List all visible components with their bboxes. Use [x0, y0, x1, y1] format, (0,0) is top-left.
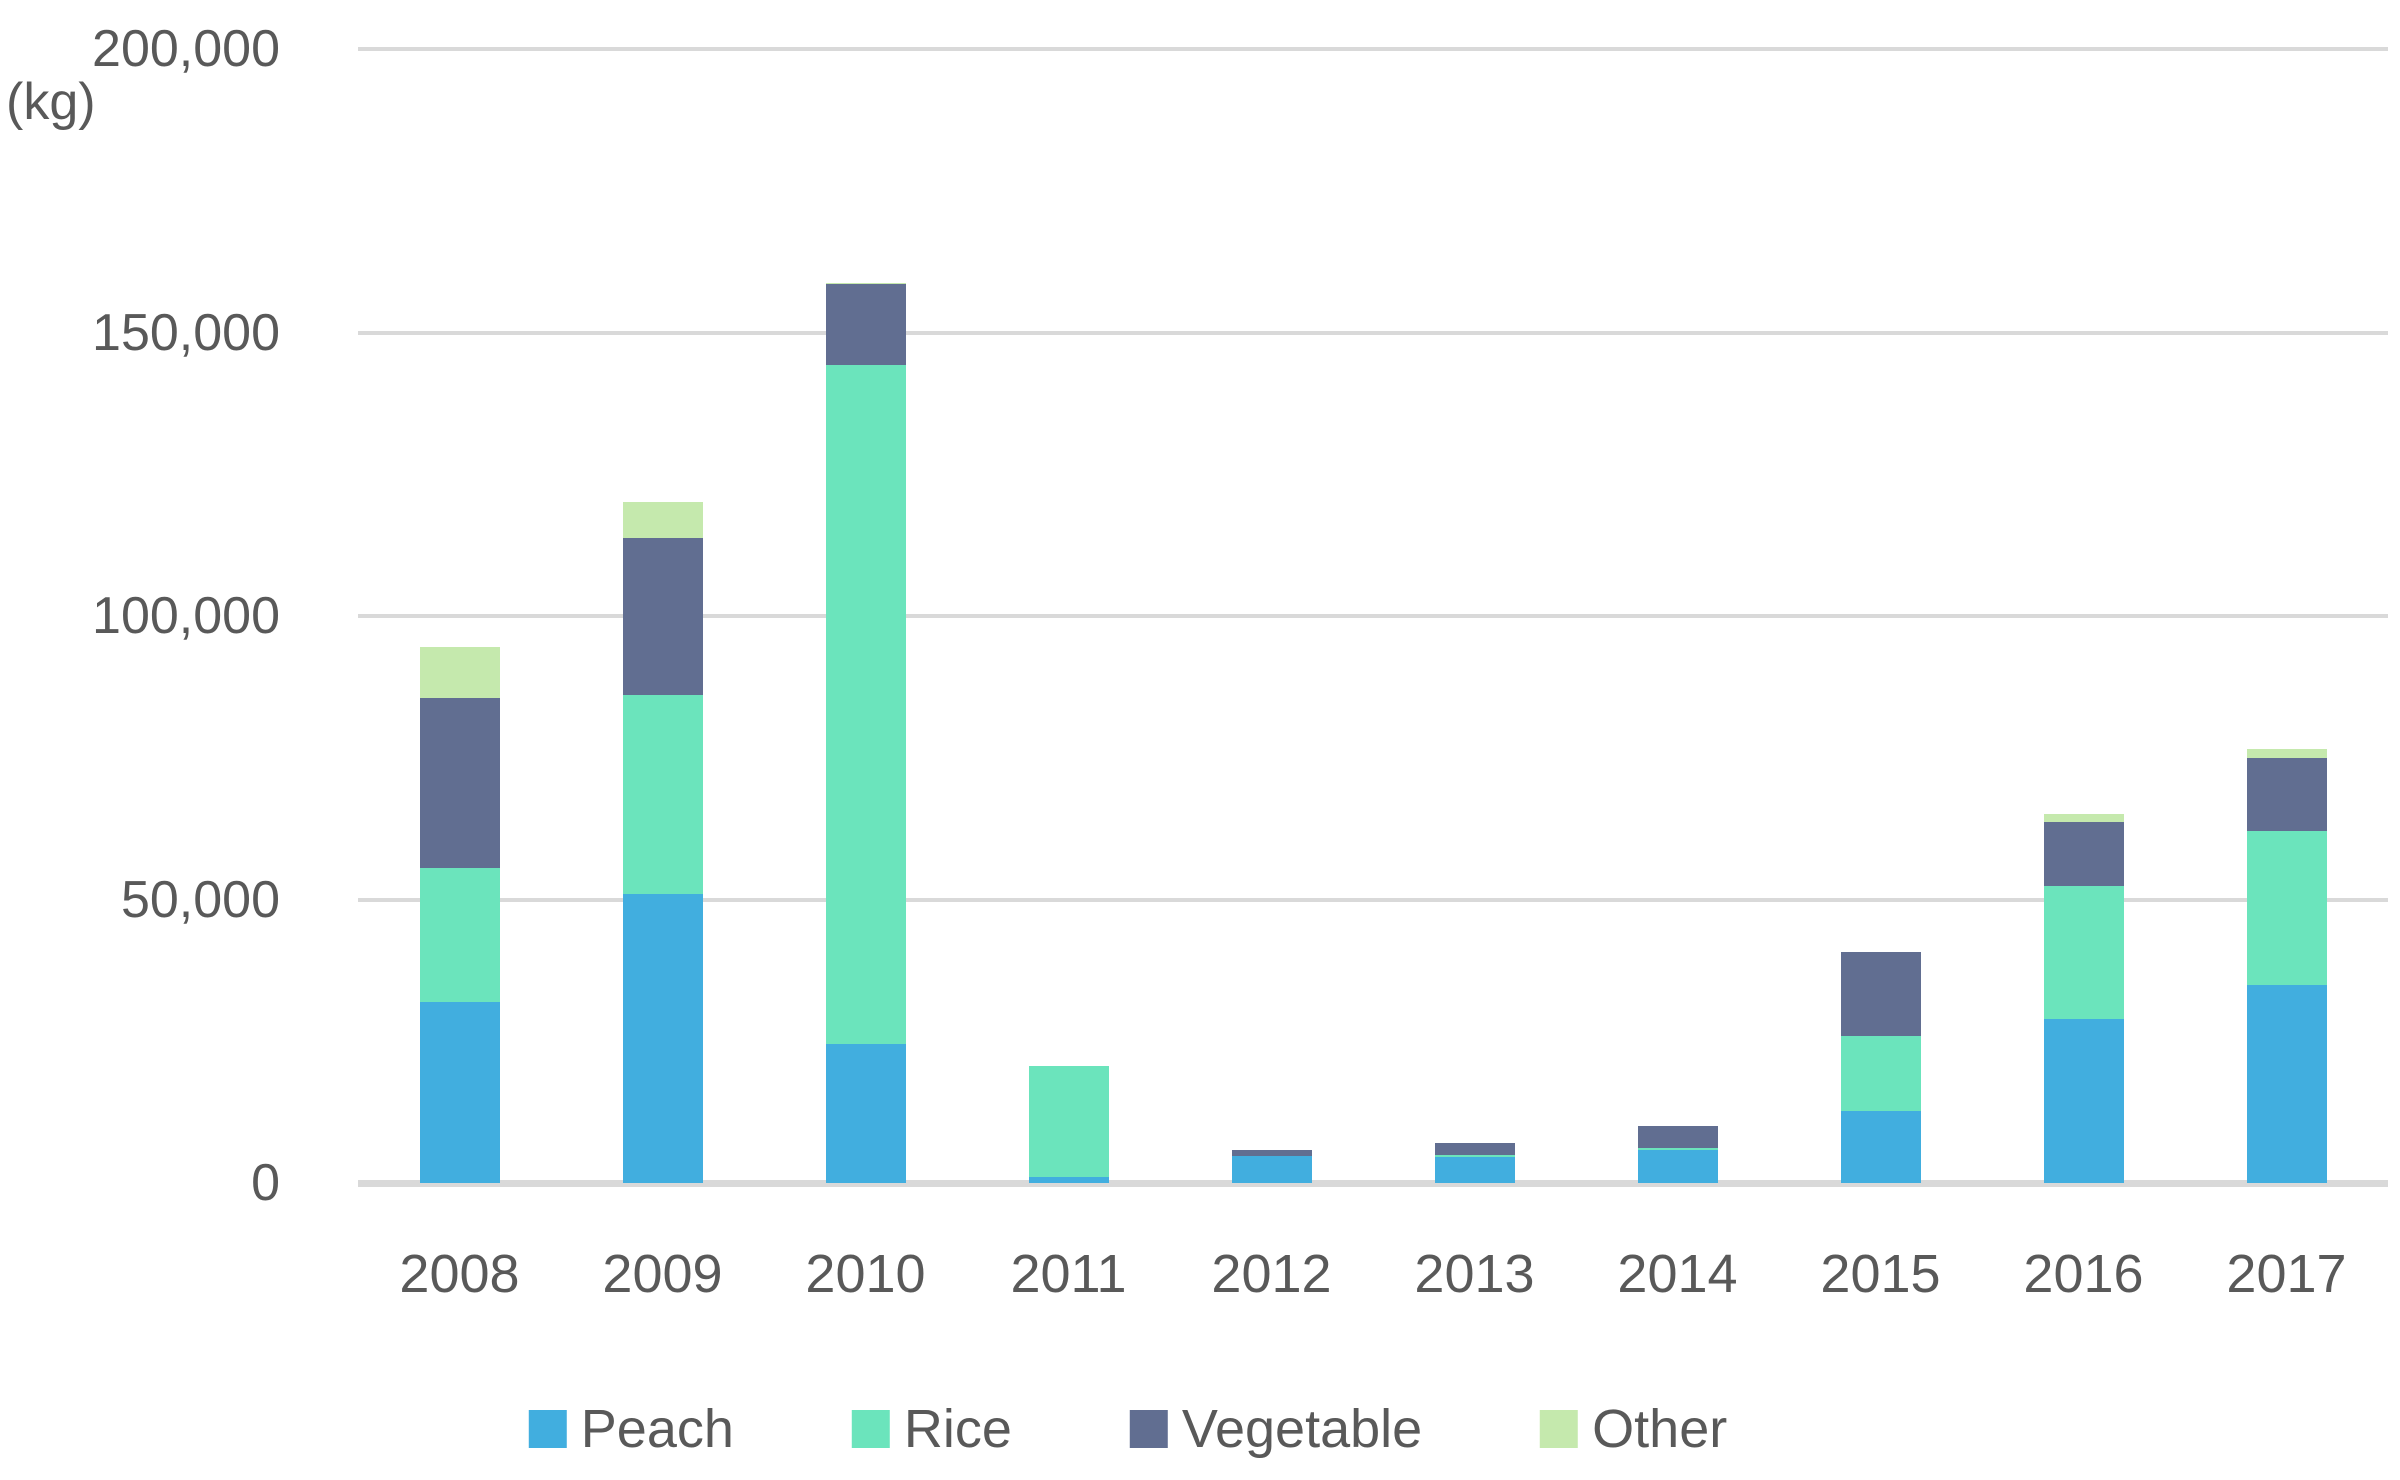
bar-segment-vegetable-2013	[1434, 1143, 1515, 1155]
bar-segment-peach-2015	[1840, 1111, 1921, 1183]
bar-segment-peach-2017	[2246, 984, 2327, 1183]
x-axis-label-2014: 2014	[1617, 1244, 1738, 1304]
legend-swatch-other	[1540, 1410, 1579, 1448]
bar-segment-other-2017	[2246, 749, 2327, 758]
stacked-bar-2015	[1840, 951, 1921, 1183]
stacked-bar-2014	[1637, 1126, 1718, 1183]
plot-area	[358, 47, 2388, 1187]
gridline-150000	[358, 330, 2388, 335]
legend-swatch-rice	[851, 1410, 890, 1448]
y-tick-label-100000: 100,000	[92, 587, 280, 645]
bar-series	[358, 49, 2388, 1183]
bar-segment-vegetable-2014	[1637, 1126, 1718, 1149]
bar-segment-peach-2009	[622, 893, 703, 1183]
y-axis-unit-label: (kg)	[6, 73, 96, 131]
category-band-2011	[967, 49, 1170, 1183]
x-axis-label-2011: 2011	[1010, 1244, 1127, 1304]
legend-label-peach: Peach	[580, 1399, 734, 1459]
bar-segment-other-2016	[2043, 814, 2124, 822]
x-axis-labels: 2008 2009 2010 2011 2012 2013 2014 2015 2016 2017	[358, 1243, 2388, 1305]
bar-segment-peach-2011	[1028, 1177, 1109, 1183]
bar-segment-peach-2010	[825, 1044, 906, 1183]
bar-segment-vegetable-2017	[2246, 757, 2327, 832]
bar-segment-vegetable-2012	[1231, 1150, 1312, 1156]
stacked-bar-2010	[825, 282, 906, 1183]
legend-swatch-peach	[528, 1410, 567, 1448]
bar-segment-rice-2008	[419, 868, 500, 1002]
x-axis-label-2009: 2009	[602, 1244, 723, 1304]
gridline-200000	[358, 47, 2388, 51]
bar-segment-rice-2015	[1840, 1035, 1921, 1111]
bar-segment-rice-2010	[825, 365, 906, 1045]
category-band-2014	[1576, 49, 1779, 1183]
bar-segment-rice-2014	[1637, 1148, 1718, 1151]
x-axis-label-2013: 2013	[1414, 1244, 1535, 1304]
x-axis-label-2016: 2016	[2023, 1244, 2144, 1304]
bar-segment-vegetable-2015	[1840, 951, 1921, 1036]
legend-item-vegetable: Vegetable	[1129, 1398, 1423, 1460]
y-tick-label-200000: 200,000	[92, 20, 280, 78]
category-band-2017	[2185, 49, 2388, 1183]
stacked-bar-2017	[2246, 749, 2327, 1183]
bar-segment-other-2010	[825, 282, 906, 285]
stacked-bar-2011	[1028, 1066, 1109, 1183]
bar-segment-vegetable-2010	[825, 284, 906, 366]
bar-segment-peach-2012	[1231, 1155, 1312, 1183]
x-axis-label-2015: 2015	[1820, 1244, 1941, 1304]
x-axis-label-2012: 2012	[1211, 1244, 1332, 1304]
category-band-2009	[561, 49, 764, 1183]
legend-item-rice: Rice	[851, 1398, 1012, 1460]
legend-item-peach: Peach	[528, 1398, 734, 1460]
bar-segment-rice-2017	[2246, 831, 2327, 985]
bar-segment-rice-2011	[1028, 1066, 1109, 1178]
bar-segment-rice-2016	[2043, 885, 2124, 1019]
x-axis-label-2010: 2010	[805, 1244, 926, 1304]
legend-label-other: Other	[1592, 1399, 1728, 1459]
bar-segment-vegetable-2008	[419, 698, 500, 869]
legend-swatch-vegetable	[1129, 1410, 1168, 1448]
x-axis-label-2008: 2008	[399, 1244, 520, 1304]
bar-segment-other-2009	[622, 502, 703, 538]
bar-segment-vegetable-2009	[622, 537, 703, 696]
legend-label-rice: Rice	[903, 1399, 1012, 1459]
category-band-2012	[1170, 49, 1373, 1183]
category-band-2013	[1373, 49, 1576, 1183]
category-band-2010	[764, 49, 967, 1183]
stacked-bar-2012	[1231, 1150, 1312, 1183]
x-axis-label-2017: 2017	[2226, 1244, 2347, 1304]
legend: Peach Rice Vegetable Other	[528, 1398, 1727, 1460]
stacked-bar-2013	[1434, 1143, 1515, 1183]
y-tick-label-0: 0	[251, 1154, 280, 1212]
x-axis-baseline	[358, 1179, 2388, 1187]
stacked-bar-2009	[622, 502, 703, 1183]
bar-segment-other-2008	[419, 647, 500, 699]
bar-segment-vegetable-2016	[2043, 821, 2124, 886]
bar-segment-peach-2013	[1434, 1156, 1515, 1183]
category-band-2008	[358, 49, 561, 1183]
gridline-100000	[358, 614, 2388, 618]
bar-segment-peach-2008	[419, 1001, 500, 1183]
gridline-50000	[358, 897, 2388, 902]
bar-segment-rice-2013	[1434, 1154, 1515, 1157]
legend-item-other: Other	[1540, 1398, 1727, 1460]
y-tick-label-150000: 150,000	[92, 303, 280, 362]
category-band-2016	[1982, 49, 2185, 1183]
bar-segment-peach-2016	[2043, 1018, 2124, 1183]
stacked-bar-2016	[2043, 814, 2124, 1183]
category-band-2015	[1779, 49, 1982, 1183]
y-tick-label-50000: 50,000	[120, 870, 280, 929]
bar-segment-peach-2014	[1637, 1150, 1718, 1183]
legend-label-vegetable: Vegetable	[1181, 1399, 1423, 1459]
bar-segment-rice-2009	[622, 695, 703, 894]
stacked-bar-2008	[419, 647, 500, 1183]
